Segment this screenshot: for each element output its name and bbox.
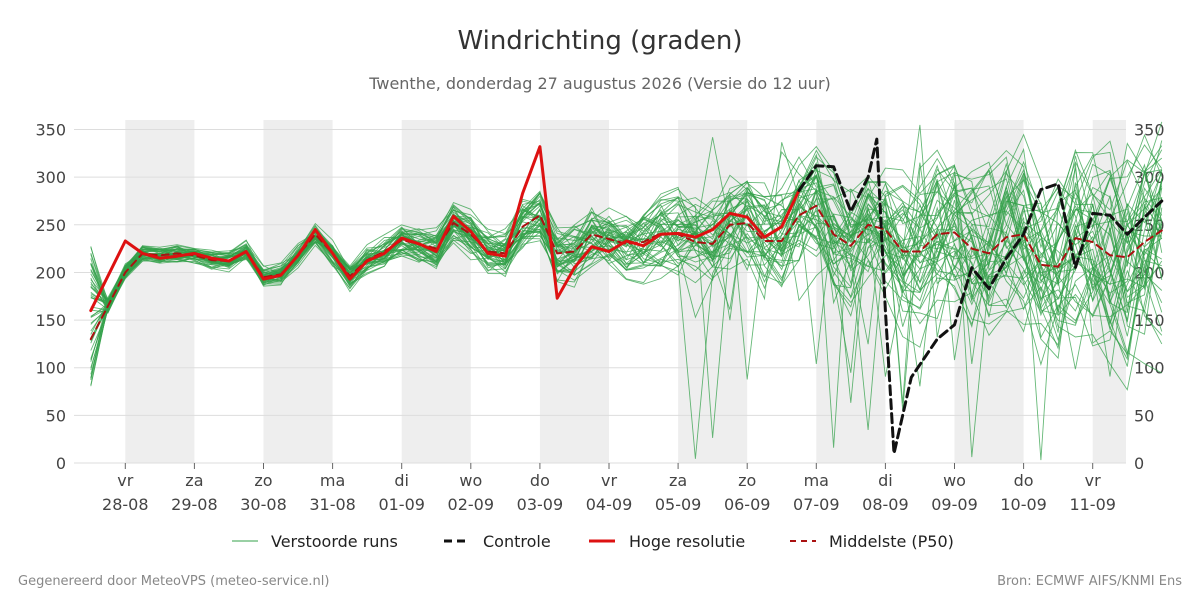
y-tick-label: 50 <box>1134 406 1154 425</box>
chart-subtitle: Twenthe, donderdag 27 augustus 2026 (Ver… <box>368 74 831 93</box>
weekend-band <box>125 120 195 463</box>
y-tick-label: 300 <box>35 168 66 187</box>
x-tick-day: ma <box>320 471 345 490</box>
y-tick-label: 250 <box>35 216 66 235</box>
legend-perturbed-label: Verstoorde runs <box>271 532 398 551</box>
x-tick-date: 29-08 <box>171 495 218 514</box>
y-axis-left: 0 50 100 150 200 250 300 350 <box>35 121 66 473</box>
y-tick-label: 100 <box>35 359 66 378</box>
legend: Verstoorde runs Controle Hoge resolutie … <box>232 532 954 551</box>
y-tick-label: 100 <box>1134 359 1165 378</box>
x-tick-date: 01-09 <box>378 495 425 514</box>
footer-generated-by: Gegenereerd door MeteoVPS (meteo-service… <box>18 574 329 589</box>
y-tick-label: 200 <box>35 263 66 282</box>
x-tick-day: ma <box>804 471 829 490</box>
legend-median-label: Middelste (P50) <box>829 532 954 551</box>
x-tick-day: vr <box>1085 471 1101 490</box>
hires-line <box>89 145 801 313</box>
y-tick-label: 50 <box>46 406 66 425</box>
x-tick-day: do <box>530 471 550 490</box>
x-tick-day: za <box>185 471 203 490</box>
y-tick-label: 0 <box>56 454 66 473</box>
x-tick-day: di <box>878 471 893 490</box>
x-tick-day: wo <box>459 471 482 490</box>
legend-control-label: Controle <box>483 532 551 551</box>
y-tick-label: 0 <box>1134 454 1144 473</box>
footer-source: Bron: ECMWF AIFS/KNMI Ens <box>997 574 1182 589</box>
x-tick-date: 05-09 <box>655 495 702 514</box>
ensemble-member-line <box>90 162 1163 331</box>
x-tick-date: 10-09 <box>1000 495 1047 514</box>
x-tick-date: 06-09 <box>724 495 771 514</box>
weekend-band <box>816 120 886 463</box>
control-series <box>797 137 1164 455</box>
ensemble-member-line <box>90 151 1163 309</box>
weekend-band <box>401 120 471 463</box>
legend-hires-label: Hoge resolutie <box>629 532 745 551</box>
x-tick-day: wo <box>943 471 966 490</box>
x-tick-date: 28-08 <box>102 495 149 514</box>
x-tick-date: 31-08 <box>309 495 356 514</box>
weekend-band <box>539 120 609 463</box>
ensemble-member-line <box>90 165 1163 345</box>
x-tick-day: di <box>394 471 409 490</box>
x-tick-day: zo <box>254 471 272 490</box>
x-axis: vr 28-08 za 29-08 zo 30-08 ma 31-08 di 01-09 wo 02-… <box>102 463 1116 514</box>
y-tick-label: 350 <box>35 121 66 140</box>
x-tick-day: zo <box>738 471 756 490</box>
control-line <box>797 137 1164 455</box>
x-tick-date: 08-09 <box>862 495 909 514</box>
x-tick-day: vr <box>117 471 133 490</box>
x-tick-date: 02-09 <box>448 495 495 514</box>
x-tick-day: vr <box>601 471 617 490</box>
x-tick-date: 11-09 <box>1069 495 1116 514</box>
x-tick-date: 04-09 <box>586 495 633 514</box>
y-tick-label: 150 <box>35 311 66 330</box>
x-tick-date: 30-08 <box>240 495 287 514</box>
hires-series <box>89 145 801 313</box>
chart-title: Windrichting (graden) <box>457 26 742 56</box>
y-tick-label: 350 <box>1134 121 1165 140</box>
ensemble-member-line <box>90 161 1163 387</box>
x-tick-date: 07-09 <box>793 495 840 514</box>
x-tick-date: 09-09 <box>931 495 978 514</box>
weekend-band <box>263 120 333 463</box>
x-tick-day: za <box>669 471 687 490</box>
x-tick-day: do <box>1014 471 1034 490</box>
x-tick-date: 03-09 <box>517 495 564 514</box>
